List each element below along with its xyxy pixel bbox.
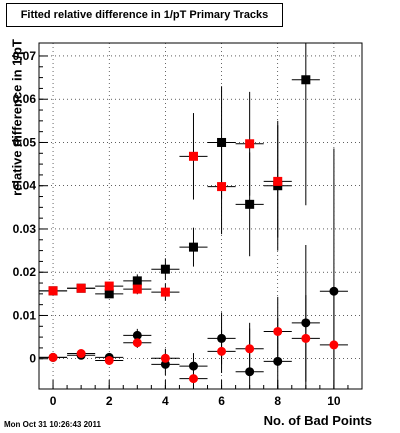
x-tick-label: 8 bbox=[274, 394, 281, 408]
data-point-square bbox=[104, 289, 114, 299]
data-point-square bbox=[188, 151, 198, 161]
data-point-square bbox=[160, 287, 170, 297]
x-tick-label: 10 bbox=[327, 394, 341, 408]
y-tick-label: 0 bbox=[29, 352, 36, 366]
y-tick-label: 0.02 bbox=[13, 265, 37, 279]
data-point-circle bbox=[245, 344, 255, 354]
data-point-square bbox=[301, 75, 311, 85]
data-point-square bbox=[76, 283, 86, 293]
x-axis-label: No. of Bad Points bbox=[263, 413, 372, 428]
y-tick-label: 0.07 bbox=[13, 49, 37, 63]
data-point-circle bbox=[329, 340, 339, 350]
data-point-square bbox=[188, 242, 198, 252]
data-point-square bbox=[160, 264, 170, 274]
data-point-square bbox=[132, 276, 142, 286]
data-point-circle bbox=[329, 286, 339, 296]
data-point-square bbox=[245, 139, 255, 149]
data-point-circle bbox=[76, 349, 86, 359]
data-point-square bbox=[217, 182, 227, 192]
data-point-circle bbox=[160, 353, 170, 363]
data-point-circle bbox=[188, 374, 198, 384]
data-point-square bbox=[245, 199, 255, 209]
y-tick-label: 0.06 bbox=[13, 92, 37, 106]
data-point-circle bbox=[132, 338, 142, 348]
data-point-circle bbox=[104, 355, 114, 365]
data-point-square bbox=[48, 286, 58, 296]
y-tick-label: 0.03 bbox=[13, 222, 37, 236]
x-tick-label: 0 bbox=[50, 394, 57, 408]
timestamp: Mon Oct 31 10:26:43 2011 bbox=[4, 420, 101, 429]
data-point-circle bbox=[217, 346, 227, 356]
data-point-circle bbox=[48, 352, 58, 362]
data-point-square bbox=[132, 284, 142, 294]
y-axis-label: relative difference in 1/pT bbox=[9, 39, 25, 196]
y-tick-label: 0.04 bbox=[13, 179, 37, 193]
x-tick-label: 6 bbox=[218, 394, 225, 408]
data-point-square bbox=[104, 281, 114, 291]
x-tick-label: 2 bbox=[106, 394, 113, 408]
x-tick-label: 4 bbox=[162, 394, 169, 408]
data-point-square bbox=[273, 176, 283, 186]
y-tick-label: 0.01 bbox=[13, 308, 37, 322]
y-tick-label: 0.05 bbox=[13, 135, 37, 149]
plot-frame bbox=[38, 42, 363, 390]
data-point-circle bbox=[132, 330, 142, 340]
data-point-circle bbox=[273, 326, 283, 336]
chart-title: Fitted relative difference in 1/pT Prima… bbox=[6, 3, 283, 27]
data-point-circle bbox=[301, 333, 311, 343]
